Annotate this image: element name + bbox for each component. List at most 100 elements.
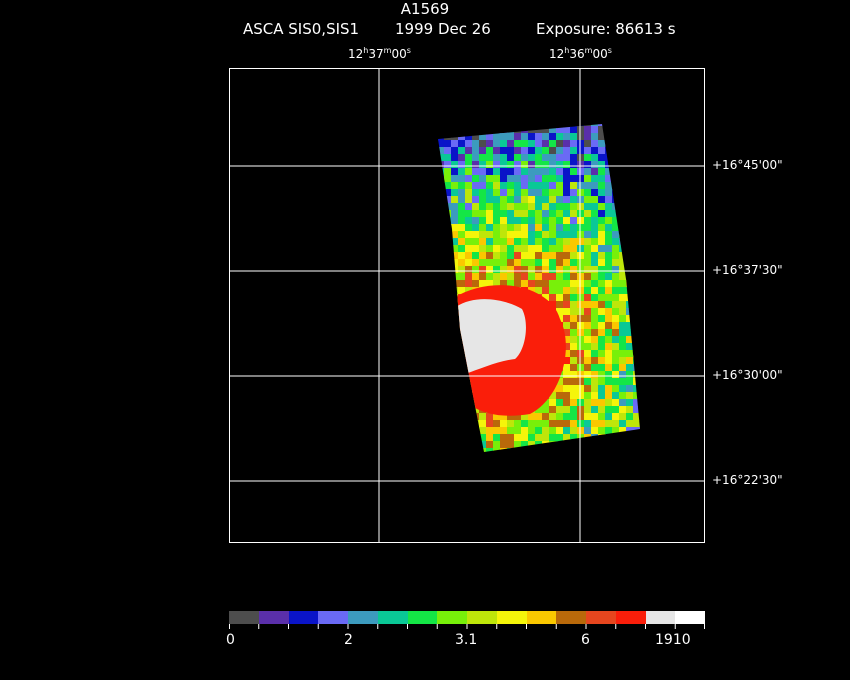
- image-pixel: [605, 455, 613, 463]
- image-pixel: [549, 259, 557, 267]
- image-pixel: [556, 427, 564, 435]
- image-pixel: [619, 406, 627, 414]
- image-pixel: [438, 252, 445, 260]
- image-pixel: [598, 231, 606, 239]
- image-pixel: [542, 196, 550, 204]
- image-pixel: [472, 182, 480, 190]
- image-pixel: [438, 420, 445, 428]
- image-pixel: [549, 294, 557, 302]
- image-pixel: [619, 182, 627, 190]
- image-pixel: [577, 364, 585, 372]
- image-pixel: [619, 175, 627, 183]
- image-pixel: [605, 392, 613, 400]
- image-pixel: [612, 154, 620, 162]
- image-pixel: [640, 434, 648, 442]
- image-pixel: [514, 413, 522, 421]
- image-pixel: [626, 350, 634, 358]
- image-pixel: [584, 154, 592, 162]
- image-pixel: [556, 441, 564, 449]
- image-pixel: [472, 441, 480, 449]
- image-pixel: [535, 420, 543, 428]
- image-pixel: [563, 399, 571, 407]
- image-pixel: [430, 399, 438, 407]
- image-pixel: [633, 238, 640, 246]
- xray-image-panel[interactable]: [229, 68, 705, 543]
- image-pixel: [451, 441, 459, 449]
- image-pixel: [577, 175, 585, 183]
- image-pixel: [514, 161, 522, 169]
- image-pixel: [605, 175, 613, 183]
- image-pixel: [430, 392, 438, 400]
- image-pixel: [633, 455, 641, 463]
- image-pixel: [570, 252, 578, 260]
- image-pixel: [430, 140, 438, 148]
- image-pixel: [612, 124, 620, 127]
- image-pixel: [591, 371, 599, 379]
- image-pixel: [528, 124, 536, 127]
- image-pixel: [584, 329, 592, 337]
- image-pixel: [528, 217, 536, 225]
- image-pixel: [430, 231, 438, 239]
- image-pixel: [479, 196, 487, 204]
- image-pixel: [438, 124, 445, 127]
- image-pixel: [479, 203, 487, 211]
- image-pixel: [507, 252, 515, 260]
- image-pixel: [458, 420, 466, 428]
- image-pixel: [472, 434, 480, 442]
- image-pixel: [430, 252, 438, 260]
- image-pixel: [556, 406, 564, 414]
- image-pixel: [549, 168, 557, 176]
- image-pixel: [563, 378, 571, 386]
- image-pixel: [458, 224, 466, 232]
- image-pixel: [507, 217, 515, 225]
- image-pixel: [577, 343, 585, 351]
- dec-label-2230: +16°22'30": [712, 473, 783, 487]
- image-pixel: [556, 413, 564, 421]
- image-pixel: [493, 154, 501, 162]
- image-pixel: [563, 294, 571, 302]
- image-pixel: [640, 392, 648, 400]
- image-pixel: [570, 259, 578, 267]
- image-pixel: [633, 140, 640, 148]
- image-pixel: [521, 420, 529, 428]
- image-pixel: [619, 124, 627, 127]
- image-pixel: [633, 378, 640, 386]
- image-pixel: [451, 399, 459, 407]
- image-pixel: [563, 343, 571, 351]
- colorbar-swatch: [229, 611, 259, 624]
- image-pixel: [605, 420, 613, 428]
- colorbar-swatch: [258, 611, 289, 624]
- image-pixel: [577, 245, 585, 253]
- image-pixel: [507, 196, 515, 204]
- image-pixel: [591, 154, 599, 162]
- image-pixel: [626, 280, 634, 288]
- image-pixel: [612, 441, 620, 449]
- image-pixel: [598, 385, 606, 393]
- image-pixel: [570, 133, 578, 141]
- image-pixel: [507, 259, 515, 267]
- image-pixel: [612, 224, 620, 232]
- image-pixel: [535, 161, 543, 169]
- image-pixel: [528, 427, 536, 435]
- image-pixel: [479, 434, 487, 442]
- image-pixel: [438, 427, 445, 435]
- image-pixel: [514, 210, 522, 218]
- image-pixel: [458, 168, 466, 176]
- image-pixel: [570, 124, 578, 127]
- image-pixel: [493, 231, 501, 239]
- image-pixel: [626, 203, 634, 211]
- image-pixel: [584, 182, 592, 190]
- image-pixel: [458, 182, 466, 190]
- image-pixel: [612, 357, 620, 365]
- image-pixel: [619, 336, 627, 344]
- image-pixel: [598, 322, 606, 330]
- image-pixel: [626, 238, 634, 246]
- image-pixel: [598, 455, 606, 463]
- image-pixel: [626, 336, 634, 344]
- image-pixel: [605, 259, 613, 267]
- image-pixel: [542, 217, 550, 225]
- image-pixel: [577, 413, 585, 421]
- image-pixel: [493, 182, 501, 190]
- image-pixel: [514, 273, 522, 281]
- image-pixel: [598, 224, 606, 232]
